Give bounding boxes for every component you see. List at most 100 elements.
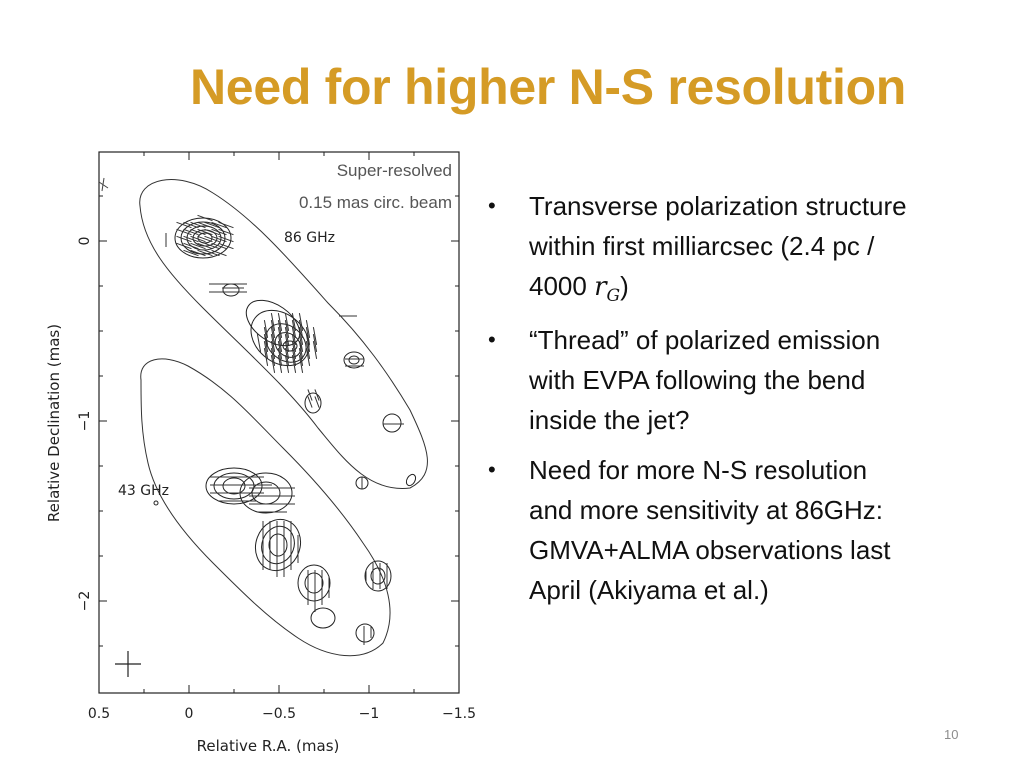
slide-title: Need for higher N-S resolution bbox=[190, 59, 907, 115]
y-tick-label: −1 bbox=[77, 411, 93, 432]
polarization-map-figure: 86 GHz 43 GHz 0.5 0 −0.5 −1 −1.5 0 −1 −2… bbox=[38, 148, 478, 765]
evpa-tick bbox=[204, 228, 220, 236]
math-subscript: G bbox=[606, 286, 621, 306]
evpa-tick bbox=[291, 355, 297, 373]
evpa-tick bbox=[263, 341, 269, 359]
evpa-tick bbox=[176, 235, 192, 243]
evpa-tick bbox=[176, 228, 192, 236]
evpa-tick bbox=[263, 327, 269, 345]
bullet-icon: • bbox=[488, 327, 496, 352]
figure-caption-line1: Super-resolved bbox=[336, 161, 452, 180]
evpa-tick bbox=[298, 348, 304, 366]
evpa-tick bbox=[204, 249, 220, 257]
evpa-tick bbox=[218, 228, 234, 236]
evpa-tick bbox=[305, 348, 311, 366]
evpa-tick bbox=[211, 242, 227, 250]
evpa-tick bbox=[277, 334, 283, 352]
evpa-tick bbox=[190, 221, 206, 229]
evpa-tick bbox=[284, 341, 290, 359]
evpa-tick bbox=[183, 228, 199, 236]
evpa-tick bbox=[305, 341, 311, 359]
label-43-ghz: 43 GHz bbox=[118, 483, 169, 499]
bullet-line: within first milliarcsec (2.4 pc / bbox=[529, 231, 875, 261]
y-tick-label: −2 bbox=[77, 591, 93, 612]
x-tick-marks bbox=[98, 152, 460, 693]
evpa-tick bbox=[218, 242, 234, 250]
evpa-tick bbox=[204, 242, 220, 250]
evpa-tick bbox=[270, 327, 276, 345]
evpa-tick bbox=[284, 334, 290, 352]
evpa-tick bbox=[291, 348, 297, 366]
evpa-tick bbox=[211, 228, 227, 236]
evpa-tick bbox=[298, 341, 304, 359]
x-tick-label: −0.5 bbox=[262, 706, 296, 722]
x-tick-label: −1 bbox=[359, 706, 380, 722]
bullet-line: Transverse polarization structure bbox=[529, 191, 907, 221]
evpa-tick bbox=[291, 320, 297, 338]
evpa-tick bbox=[298, 327, 304, 345]
evpa-tick bbox=[211, 235, 227, 243]
bullet-item: • Need for more N-S resolution and more … bbox=[488, 450, 1008, 610]
evpa-tick bbox=[183, 242, 199, 250]
evpa-tick bbox=[314, 396, 320, 408]
plot-frame bbox=[98, 151, 460, 694]
evpa-tick bbox=[314, 389, 320, 401]
evpa-tick bbox=[183, 249, 199, 257]
bullet-icon: • bbox=[488, 193, 496, 218]
evpa-tick bbox=[312, 327, 318, 345]
x-tick-label: 0 bbox=[185, 706, 194, 722]
evpa-tick bbox=[291, 341, 297, 359]
evpa-tick bbox=[256, 334, 262, 352]
evpa-tick bbox=[190, 235, 206, 243]
bullet-line: “Thread” of polarized emission bbox=[529, 325, 881, 355]
evpa-tick bbox=[305, 320, 311, 338]
evpa-tick bbox=[284, 355, 290, 373]
y-tick-label: 0 bbox=[77, 237, 93, 246]
evpa-tick bbox=[183, 221, 199, 229]
evpa-tick bbox=[270, 348, 276, 366]
evpa-tick bbox=[204, 221, 220, 229]
contour-86-outer bbox=[139, 179, 428, 489]
bullet-list: • Transverse polarization structure with… bbox=[488, 186, 1008, 620]
x-tick-label: −1.5 bbox=[442, 706, 476, 722]
evpa-tick bbox=[312, 334, 318, 352]
evpa-tick bbox=[298, 320, 304, 338]
evpa-tick bbox=[176, 242, 192, 250]
evpa-tick bbox=[298, 334, 304, 352]
bullet-line: April (Akiyama et al.) bbox=[529, 575, 769, 605]
evpa-tick bbox=[197, 249, 213, 257]
x-axis-label: Relative R.A. (mas) bbox=[197, 737, 340, 755]
evpa-tick bbox=[284, 348, 290, 366]
evpa-tick bbox=[211, 249, 227, 257]
evpa-tick bbox=[263, 320, 269, 338]
evpa-tick bbox=[211, 221, 227, 229]
evpa-tick bbox=[190, 242, 206, 250]
evpa-tick bbox=[312, 341, 318, 359]
evpa-tick bbox=[284, 327, 290, 345]
reference-cross-icon bbox=[98, 177, 109, 192]
evpa-tick bbox=[305, 327, 311, 345]
bullet-line: 4000 rG) bbox=[529, 266, 1008, 310]
y-tick-marks bbox=[99, 195, 459, 647]
evpa-tick bbox=[284, 320, 290, 338]
bullet-line: Need for more N-S resolution bbox=[529, 455, 868, 485]
evpa-tick bbox=[277, 313, 283, 331]
evpa-tick bbox=[291, 327, 297, 345]
x-tick-label: 0.5 bbox=[88, 706, 110, 722]
evpa-tick bbox=[197, 242, 213, 250]
evpa-tick bbox=[270, 320, 276, 338]
bullet-icon: • bbox=[488, 457, 496, 482]
evpa-tick bbox=[305, 334, 311, 352]
evpa-tick bbox=[277, 355, 283, 373]
evpa-vectors bbox=[165, 214, 404, 645]
evpa-tick bbox=[197, 221, 213, 229]
bullet-line: GMVA+ALMA observations last bbox=[529, 535, 891, 565]
evpa-tick bbox=[197, 235, 213, 243]
evpa-tick bbox=[270, 341, 276, 359]
math-variable: r bbox=[594, 272, 607, 302]
cross-icon bbox=[115, 651, 141, 677]
evpa-tick bbox=[218, 235, 234, 243]
evpa-tick bbox=[298, 313, 304, 331]
evpa-tick bbox=[197, 214, 213, 222]
